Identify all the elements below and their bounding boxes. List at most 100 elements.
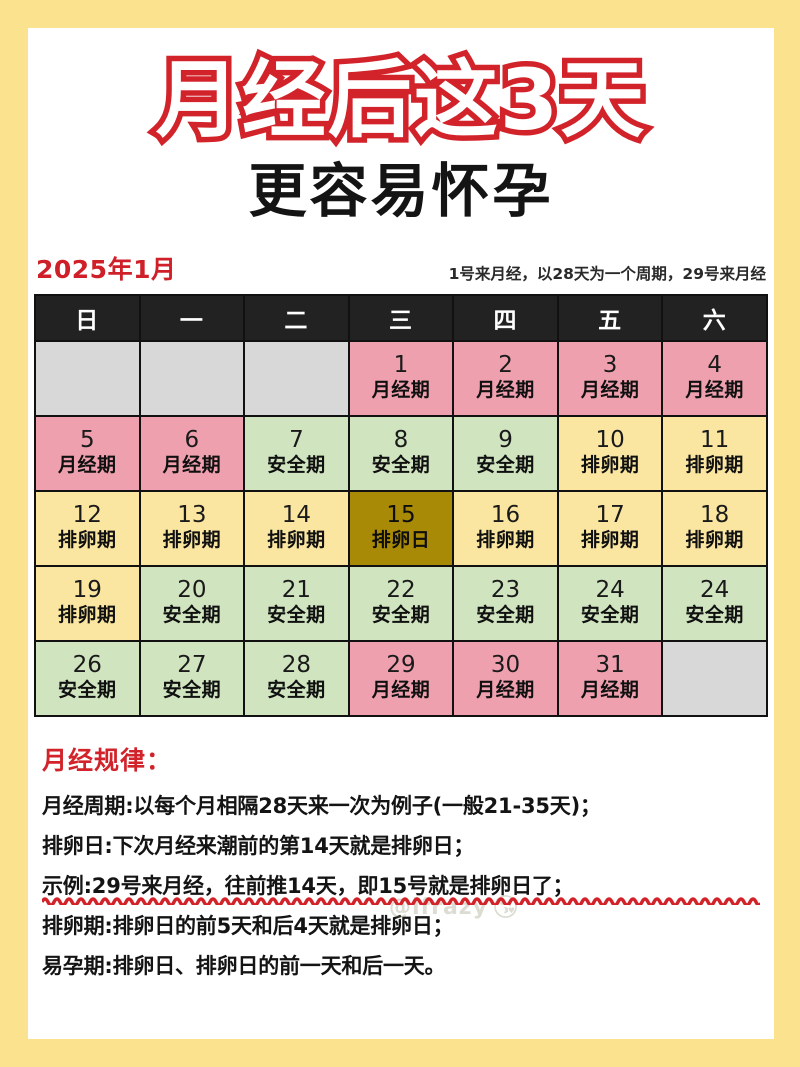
calendar-month-label: 2025年1月 [36, 254, 177, 284]
note-line-text: 月经周期:以每个月相隔28天来一次为例子(一般21-35天)； [42, 793, 601, 818]
calendar-day-phase-label: 月经期 [371, 678, 431, 701]
calendar-day-phase-label: 排卵期 [580, 453, 640, 476]
calendar-day-cell[interactable]: 17 排卵期 [556, 489, 664, 567]
calendar-day-phase-label: 月经期 [58, 453, 117, 476]
calendar-day-cell[interactable]: 4 月经期 [661, 339, 768, 417]
calendar-day-cell[interactable]: 28 安全期 [243, 639, 350, 717]
calendar-day-phase-label: 安全期 [267, 678, 326, 701]
notes-heading: 月经规律： [42, 745, 173, 775]
calendar-empty-cell [34, 339, 141, 417]
calendar-day-number: 24 [595, 577, 625, 604]
calendar-day-number: 13 [177, 502, 207, 529]
calendar-day-phase-label: 安全期 [267, 453, 326, 476]
calendar-day-cell[interactable]: 23 安全期 [452, 564, 559, 642]
calendar-day-phase-label: 安全期 [162, 603, 222, 626]
weekday-header-3: 三 [347, 293, 455, 342]
calendar-day-cell[interactable]: 2 月经期 [452, 339, 559, 417]
calendar-day-number: 30 [490, 652, 521, 679]
calendar-day-number: 27 [177, 652, 207, 679]
calendar-day-number: 28 [281, 652, 312, 679]
calendar-day-cell[interactable]: 14 排卵期 [243, 489, 350, 567]
calendar-day-phase-label: 安全期 [476, 453, 535, 476]
calendar-day-cell[interactable]: 18 排卵期 [661, 489, 768, 567]
note-line-text: 示例:29号来月经，往前推14天，即15号就是排卵日了； [42, 873, 574, 898]
note-line: 易孕期:排卵日、排卵日的前一天和后一天。 [42, 947, 764, 987]
calendar-day-cell[interactable]: 26 安全期 [34, 639, 141, 717]
calendar-wrapper: 日 一 二 三 四 五 六 1 月经期 2 月经期 3 月经期 4 月经期 5 月经期 6 月经期 7 安… [34, 293, 768, 923]
calendar-day-number: 24 [700, 577, 730, 604]
calendar-day-phase-label: 排卵期 [58, 528, 117, 551]
calendar-cycle-note: 1号来月经，以28天为一个周期，29号来月经 [448, 264, 766, 283]
calendar-day-cell[interactable]: 13 排卵期 [138, 489, 246, 567]
calendar-day-cell[interactable]: 11 排卵期 [661, 414, 768, 492]
weekday-header-0: 日 [34, 293, 141, 342]
calendar-day-phase-label: 安全期 [580, 603, 640, 626]
calendar-day-cell[interactable]: 20 安全期 [138, 564, 246, 642]
calendar-day-cell[interactable]: 5 月经期 [34, 414, 141, 492]
poster-sheet: 月经后这3天 更容易怀孕 2025年1月 1号来月经，以28天为一个周期，29号… [28, 28, 774, 1039]
red-wavy-underline-icon [42, 896, 760, 905]
calendar-day-cell[interactable]: 8 安全期 [347, 414, 455, 492]
calendar-day-phase-label: 月经期 [685, 378, 744, 401]
calendar-day-cell[interactable]: 9 安全期 [452, 414, 559, 492]
calendar-day-phase-label: 月经期 [580, 678, 640, 701]
calendar-day-phase-label: 排卵期 [267, 528, 326, 551]
calendar-header: 2025年1月 1号来月经，以28天为一个周期，29号来月经 [36, 250, 766, 286]
calendar-day-number: 23 [490, 577, 521, 604]
note-line: 排卵期:排卵日的前5天和后4天就是排卵日； [42, 907, 764, 947]
calendar-day-number: 6 [184, 427, 200, 454]
calendar-day-number: 22 [386, 577, 416, 604]
calendar-day-number: 12 [72, 502, 102, 529]
calendar-week-row: 26 安全期 27 安全期 28 安全期 29 月经期 30 月经期 31 月经期 [34, 639, 768, 717]
page-title: 月经后这3天 [150, 50, 649, 149]
calendar-day-phase-label: 月经期 [162, 453, 222, 476]
calendar-day-phase-label: 排卵期 [476, 528, 535, 551]
note-line: 示例:29号来月经，往前推14天，即15号就是排卵日了； [42, 867, 764, 907]
calendar-day-number: 19 [72, 577, 102, 604]
calendar-day-cell[interactable]: 30 月经期 [452, 639, 559, 717]
calendar-day-number: 20 [177, 577, 207, 604]
calendar-day-number: 17 [595, 502, 625, 529]
calendar-day-phase-label: 安全期 [476, 603, 535, 626]
calendar-day-cell[interactable]: 21 安全期 [243, 564, 350, 642]
calendar-day-phase-label: 排卵期 [685, 528, 744, 551]
calendar-day-cell[interactable]: 16 排卵期 [452, 489, 559, 567]
calendar-day-number: 18 [700, 502, 730, 529]
calendar-day-cell[interactable]: 29 月经期 [347, 639, 455, 717]
weekday-header-4: 四 [452, 293, 559, 342]
calendar-day-cell[interactable]: 15 排卵日 [347, 489, 455, 567]
weekday-header-6: 六 [661, 293, 768, 342]
calendar-day-cell[interactable]: 27 安全期 [138, 639, 246, 717]
calendar-day-number: 21 [281, 577, 312, 604]
weekday-header-2: 二 [243, 293, 350, 342]
calendar-week-row: 1 月经期 2 月经期 3 月经期 4 月经期 [34, 339, 768, 417]
calendar-day-cell[interactable]: 24 安全期 [556, 564, 664, 642]
calendar-day-cell[interactable]: 12 排卵期 [34, 489, 141, 567]
calendar-day-number: 26 [72, 652, 102, 679]
calendar-day-phase-label: 月经期 [371, 378, 431, 401]
calendar-empty-cell [243, 339, 350, 417]
calendar-day-cell[interactable]: 1 月经期 [347, 339, 455, 417]
calendar-week-row: 5 月经期 6 月经期 7 安全期 8 安全期 9 安全期 10 排卵期 11 排卵期 [34, 414, 768, 492]
calendar-day-cell[interactable]: 6 月经期 [138, 414, 246, 492]
calendar-day-cell[interactable]: 7 安全期 [243, 414, 350, 492]
calendar-day-cell[interactable]: 24 安全期 [661, 564, 768, 642]
calendar-day-cell[interactable]: 31 月经期 [556, 639, 664, 717]
calendar-day-cell[interactable]: 22 安全期 [347, 564, 455, 642]
calendar-day-number: 16 [490, 502, 521, 529]
calendar-day-phase-label: 排卵期 [580, 528, 640, 551]
calendar-day-phase-label: 安全期 [58, 678, 117, 701]
calendar-day-number: 1 [393, 352, 409, 379]
calendar-week-row: 19 排卵期 20 安全期 21 安全期 22 安全期 23 安全期 24 安全期 24 安全期 [34, 564, 768, 642]
calendar-day-cell[interactable]: 3 月经期 [556, 339, 664, 417]
calendar-day-number: 5 [79, 427, 95, 454]
notes-section: 月经规律： 月经周期:以每个月相隔28天来一次为例子(一般21-35天)； 排卵日… [42, 741, 764, 986]
calendar-day-cell[interactable]: 10 排卵期 [556, 414, 664, 492]
calendar-table: 日 一 二 三 四 五 六 1 月经期 2 月经期 3 月经期 4 月经期 5 月经期 6 月经期 7 安… [34, 293, 768, 717]
calendar-day-phase-label: 安全期 [162, 678, 222, 701]
calendar-day-number: 9 [498, 427, 513, 454]
calendar-day-number: 7 [289, 427, 304, 454]
calendar-day-cell[interactable]: 19 排卵期 [34, 564, 141, 642]
note-line-text: 易孕期:排卵日、排卵日的前一天和后一天。 [42, 953, 446, 978]
page-subtitle: 更容易怀孕 [248, 157, 554, 226]
